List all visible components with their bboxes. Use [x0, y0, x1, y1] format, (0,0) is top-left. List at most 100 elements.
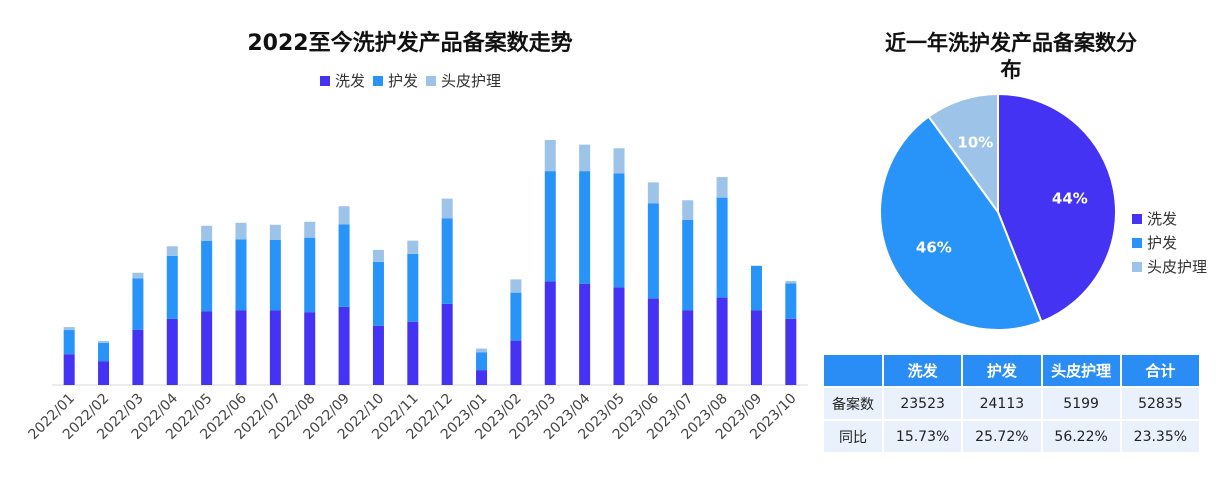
- pie-chart-title-line-1: 近一年洗护发产品备案数分: [885, 31, 1137, 55]
- legend-swatch: [1132, 262, 1142, 272]
- bar-segment: [476, 370, 488, 385]
- bar-segment: [304, 221, 316, 238]
- bar-segment: [201, 311, 213, 385]
- pie-slice: [997, 92, 1117, 324]
- bar-segment: [235, 239, 247, 311]
- bar-segment: [269, 239, 281, 311]
- bar-segment: [682, 310, 694, 385]
- table-header-cell: 合计: [1119, 353, 1202, 388]
- bar-segment: [647, 182, 659, 204]
- pie-slices: [879, 92, 1117, 331]
- summary-table: 洗发 护发 头皮护理 合计 备案数 23523 24113 5199 52835…: [822, 353, 1202, 454]
- bar-segment: [235, 310, 247, 385]
- bar-segment: [98, 340, 110, 343]
- bar-segment: [132, 329, 144, 385]
- table-row: 同比 15.73% 25.72% 56.22% 23.35%: [822, 419, 1202, 454]
- bar-segment: [166, 255, 178, 319]
- table-cell: 56.22%: [1040, 419, 1122, 454]
- bar-segment: [269, 224, 281, 240]
- bar-segment: [647, 298, 659, 385]
- pie-slice: [879, 115, 1043, 331]
- legend-label: 洗发: [335, 72, 365, 90]
- bar-segment: [750, 265, 762, 311]
- pie-slice: [927, 92, 999, 216]
- pie-labels: 44% 46% 10%: [916, 133, 1088, 256]
- bar-segment: [579, 144, 591, 172]
- bar-segment: [98, 342, 110, 362]
- bar-segment: [785, 318, 797, 385]
- bar-segment: [544, 281, 556, 385]
- table-header-cell: 头皮护理: [1040, 353, 1122, 388]
- bar-segment: [647, 203, 659, 299]
- bar-segment: [407, 240, 419, 254]
- bar-segment: [338, 224, 350, 307]
- bar-segment: [441, 218, 453, 304]
- table-row: 备案数 23523 24113 5199 52835: [822, 386, 1202, 421]
- bar-chart-legend: 洗发 护发 头皮护理: [320, 72, 501, 90]
- bar-segment: [510, 279, 522, 293]
- bar-segment: [476, 348, 488, 353]
- table-cell: 24113: [961, 386, 1043, 421]
- bar-segment: [98, 361, 110, 385]
- legend-label: 头皮护理: [441, 72, 501, 90]
- bar-segment: [476, 352, 488, 371]
- bar-segment: [682, 219, 694, 311]
- table-header-corner: [822, 353, 884, 388]
- legend-swatch: [320, 76, 330, 86]
- bar-segment: [750, 310, 762, 385]
- bar-segment: [63, 330, 75, 355]
- bar-marks: [63, 140, 797, 385]
- table-header-cell: 护发: [961, 353, 1043, 388]
- bar-segment: [441, 303, 453, 385]
- legend-swatch: [426, 76, 436, 86]
- bar-segment: [304, 237, 316, 313]
- pie-slice-label: 44%: [1052, 189, 1088, 207]
- bar-segment: [372, 249, 384, 262]
- bar-segment: [269, 310, 281, 385]
- bar-segment: [716, 297, 728, 385]
- stacked-bar-chart: 2022至今洗护发产品备案数走势 洗发 护发 头皮护理 2022/012022/02…: [26, 30, 808, 443]
- bar-segment: [785, 283, 797, 319]
- bar-segment: [613, 287, 625, 385]
- bar-segment: [338, 306, 350, 385]
- bar-segment: [613, 173, 625, 288]
- bar-segment: [544, 140, 556, 172]
- bar-segment: [372, 325, 384, 385]
- table-cell: 25.72%: [961, 419, 1043, 454]
- bar-segment: [407, 253, 419, 322]
- bar-segment: [132, 272, 144, 279]
- bar-segment: [166, 246, 178, 256]
- bar-segment: [579, 283, 591, 385]
- pie-slice-label: 10%: [957, 133, 993, 151]
- table-cell: 52835: [1119, 386, 1202, 421]
- legend-label: 护发: [388, 72, 418, 90]
- bar-segment: [716, 197, 728, 298]
- bar-segment: [510, 292, 522, 341]
- table-cell: 5199: [1040, 386, 1122, 421]
- table-row-label: 备案数: [822, 386, 884, 421]
- table-row-label: 同比: [822, 419, 884, 454]
- bar-segment: [441, 198, 453, 219]
- bar-segment: [785, 281, 797, 284]
- bar-segment: [682, 200, 694, 220]
- bar-segment: [201, 240, 213, 312]
- legend-swatch: [1132, 238, 1142, 248]
- legend-label: 护发: [1147, 234, 1177, 252]
- legend-swatch: [373, 76, 383, 86]
- legend-swatch: [1132, 214, 1142, 224]
- bar-segment: [166, 318, 178, 385]
- legend-label: 头皮护理: [1147, 258, 1207, 276]
- x-tick-labels: 2022/012022/022022/032022/042022/052022/…: [26, 390, 800, 443]
- bar-segment: [201, 225, 213, 241]
- bar-segment: [372, 261, 384, 326]
- table-header-cell: 洗发: [881, 353, 964, 388]
- bar-segment: [579, 171, 591, 284]
- legend-label: 洗发: [1147, 210, 1177, 228]
- bar-segment: [544, 171, 556, 282]
- bar-segment: [235, 222, 247, 240]
- bar-segment: [716, 177, 728, 198]
- pie-chart-title-line-2: 布: [1001, 58, 1022, 82]
- bar-segment: [407, 321, 419, 385]
